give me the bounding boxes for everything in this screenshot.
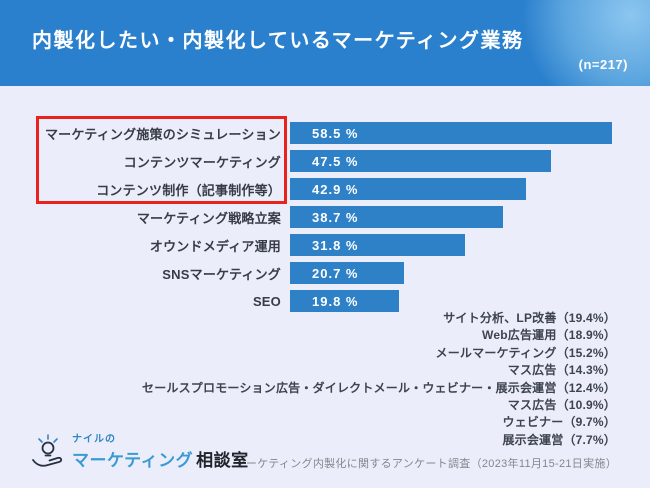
- bar: 31.8 %: [290, 234, 465, 256]
- bar: 19.8 %: [290, 290, 399, 312]
- bar-label: コンテンツマーケティング: [123, 154, 281, 170]
- bar-row: マーケティング戦略立案 38.7 %: [0, 203, 612, 231]
- additional-item: セールスプロモーション広告・ダイレクトメール・ウェビナー・展示会運営（12.4%…: [142, 380, 616, 395]
- bar-value: 31.8 %: [312, 237, 359, 253]
- bar-row: コンテンツマーケティング 47.5 %: [0, 147, 612, 175]
- bar-row: コンテンツ制作（記事制作等） 42.9 %: [0, 175, 612, 203]
- bar-value: 38.7 %: [312, 209, 359, 225]
- bar: 47.5 %: [290, 150, 552, 172]
- logo-text: ナイルの マーケティング 相談室: [72, 430, 249, 471]
- logo-text-top: ナイルの: [72, 434, 116, 445]
- hand-lightbulb-icon: [28, 431, 68, 471]
- bar-row: SEO 19.8 %: [0, 287, 612, 315]
- bar-value: 20.7 %: [312, 265, 359, 281]
- bar-value: 47.5 %: [312, 153, 359, 169]
- bar-label: SEO: [252, 293, 281, 309]
- bar-row: マーケティング施策のシミュレーション 58.5 %: [0, 119, 612, 147]
- additional-item: メールマーケティング（15.2%）: [435, 345, 616, 360]
- bar-label: マーケティング戦略立案: [136, 210, 281, 226]
- bar-label: コンテンツ制作（記事制作等）: [96, 182, 281, 198]
- sample-size: (n=217): [578, 57, 628, 72]
- additional-item: マス広告（10.9%）: [507, 398, 616, 413]
- bar: 20.7 %: [290, 262, 404, 284]
- bar-value: 19.8 %: [312, 293, 359, 309]
- logo-text-main-dark: 相談室: [196, 451, 249, 470]
- logo: ナイルの マーケティング 相談室: [28, 430, 249, 471]
- bar-label: SNSマーケティング: [162, 266, 281, 282]
- bar-value: 42.9 %: [312, 181, 359, 197]
- bar-row: オウンドメディア運用 31.8 %: [0, 231, 612, 259]
- additional-item: 展示会運営（7.7%）: [502, 432, 616, 447]
- additional-items-list: サイト分析、LP改善（19.4%） Web広告運用（18.9%） メールマーケティン…: [142, 310, 616, 449]
- additional-item: サイト分析、LP改善（19.4%）: [443, 311, 616, 325]
- bar-label: オウンドメディア運用: [149, 238, 281, 254]
- bar-chart: マーケティング施策のシミュレーション 58.5 % コンテンツマーケティング 4…: [0, 119, 612, 315]
- additional-item: マス広告（14.3%）: [507, 363, 616, 378]
- page-title: 内製化したい・内製化しているマーケティング業務: [32, 30, 524, 52]
- bar-value: 58.5 %: [312, 125, 359, 141]
- header: 内製化したい・内製化しているマーケティング業務 (n=217): [0, 0, 650, 86]
- source-note: マーケティング内製化に関するアンケート調査（2023年11月15-21日実施）: [234, 458, 617, 470]
- bar: 58.5 %: [290, 122, 612, 144]
- additional-item: ウェビナー（9.7%）: [502, 415, 616, 430]
- bar-label: マーケティング施策のシミュレーション: [44, 126, 281, 142]
- bar: 38.7 %: [290, 206, 503, 228]
- additional-item: Web広告運用（18.9%）: [482, 328, 616, 343]
- bar-row: SNSマーケティング 20.7 %: [0, 259, 612, 287]
- logo-text-main-blue: マーケティング: [72, 451, 194, 470]
- bar: 42.9 %: [290, 178, 526, 200]
